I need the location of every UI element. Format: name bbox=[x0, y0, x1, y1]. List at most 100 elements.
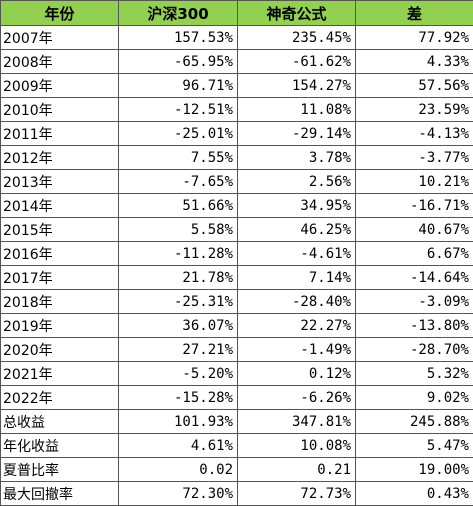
table-row: 2010年-12.51%11.08%23.59% bbox=[1, 98, 473, 122]
value-cell: 27.21% bbox=[119, 338, 238, 362]
row-label: 2019年 bbox=[1, 314, 119, 338]
value-cell: -12.51% bbox=[119, 98, 238, 122]
table-row: 2018年-25.31%-28.40%-3.09% bbox=[1, 290, 473, 314]
value-cell: 5.58% bbox=[119, 218, 238, 242]
row-label: 2009年 bbox=[1, 74, 119, 98]
row-label: 2011年 bbox=[1, 122, 119, 146]
value-cell: -28.70% bbox=[356, 338, 473, 362]
value-cell: -28.40% bbox=[238, 290, 356, 314]
value-cell: -4.61% bbox=[238, 242, 356, 266]
value-cell: -5.20% bbox=[119, 362, 238, 386]
row-label: 2012年 bbox=[1, 146, 119, 170]
table-row: 2011年-25.01%-29.14%-4.13% bbox=[1, 122, 473, 146]
row-label: 总收益 bbox=[1, 410, 119, 434]
header-cell: 沪深300 bbox=[119, 1, 238, 26]
value-cell: 6.67% bbox=[356, 242, 473, 266]
value-cell: -13.80% bbox=[356, 314, 473, 338]
header-cell: 年份 bbox=[1, 1, 119, 26]
value-cell: 72.73% bbox=[238, 482, 356, 506]
value-cell: -61.62% bbox=[238, 50, 356, 74]
value-cell: -14.64% bbox=[356, 266, 473, 290]
value-cell: 0.21 bbox=[238, 458, 356, 482]
row-label: 2008年 bbox=[1, 50, 119, 74]
value-cell: -7.65% bbox=[119, 170, 238, 194]
value-cell: 4.33% bbox=[356, 50, 473, 74]
value-cell: 23.59% bbox=[356, 98, 473, 122]
value-cell: 51.66% bbox=[119, 194, 238, 218]
value-cell: 347.81% bbox=[238, 410, 356, 434]
row-label: 2015年 bbox=[1, 218, 119, 242]
table-row: 2016年-11.28%-4.61%6.67% bbox=[1, 242, 473, 266]
value-cell: 36.07% bbox=[119, 314, 238, 338]
row-label: 2016年 bbox=[1, 242, 119, 266]
row-label: 2014年 bbox=[1, 194, 119, 218]
row-label: 2013年 bbox=[1, 170, 119, 194]
value-cell: 2.56% bbox=[238, 170, 356, 194]
value-cell: -3.09% bbox=[356, 290, 473, 314]
value-cell: -16.71% bbox=[356, 194, 473, 218]
value-cell: 9.02% bbox=[356, 386, 473, 410]
value-cell: 46.25% bbox=[238, 218, 356, 242]
value-cell: -4.13% bbox=[356, 122, 473, 146]
value-cell: -65.95% bbox=[119, 50, 238, 74]
value-cell: 19.00% bbox=[356, 458, 473, 482]
value-cell: -25.31% bbox=[119, 290, 238, 314]
row-label: 2018年 bbox=[1, 290, 119, 314]
value-cell: 5.47% bbox=[356, 434, 473, 458]
value-cell: 22.27% bbox=[238, 314, 356, 338]
value-cell: -6.26% bbox=[238, 386, 356, 410]
value-cell: 57.56% bbox=[356, 74, 473, 98]
value-cell: -29.14% bbox=[238, 122, 356, 146]
value-cell: 10.21% bbox=[356, 170, 473, 194]
value-cell: 4.61% bbox=[119, 434, 238, 458]
value-cell: 157.53% bbox=[119, 26, 238, 50]
value-cell: -15.28% bbox=[119, 386, 238, 410]
value-cell: 34.95% bbox=[238, 194, 356, 218]
value-cell: 10.08% bbox=[238, 434, 356, 458]
table-row: 2008年-65.95%-61.62%4.33% bbox=[1, 50, 473, 74]
value-cell: 11.08% bbox=[238, 98, 356, 122]
header-cell: 神奇公式 bbox=[238, 1, 356, 26]
table-row: 2022年-15.28%-6.26%9.02% bbox=[1, 386, 473, 410]
value-cell: 245.88% bbox=[356, 410, 473, 434]
table-row: 2021年-5.20%0.12%5.32% bbox=[1, 362, 473, 386]
row-label: 2021年 bbox=[1, 362, 119, 386]
value-cell: 21.78% bbox=[119, 266, 238, 290]
value-cell: 0.02 bbox=[119, 458, 238, 482]
row-label: 2017年 bbox=[1, 266, 119, 290]
row-label: 2007年 bbox=[1, 26, 119, 50]
row-label: 2010年 bbox=[1, 98, 119, 122]
row-label: 年化收益 bbox=[1, 434, 119, 458]
table-row: 2013年-7.65%2.56%10.21% bbox=[1, 170, 473, 194]
value-cell: 96.71% bbox=[119, 74, 238, 98]
row-label: 最大回撤率 bbox=[1, 482, 119, 506]
value-cell: 5.32% bbox=[356, 362, 473, 386]
value-cell: 235.45% bbox=[238, 26, 356, 50]
value-cell: 0.43% bbox=[356, 482, 473, 506]
value-cell: -1.49% bbox=[238, 338, 356, 362]
value-cell: -3.77% bbox=[356, 146, 473, 170]
value-cell: 77.92% bbox=[356, 26, 473, 50]
row-label: 2020年 bbox=[1, 338, 119, 362]
value-cell: 40.67% bbox=[356, 218, 473, 242]
value-cell: -25.01% bbox=[119, 122, 238, 146]
value-cell: 7.55% bbox=[119, 146, 238, 170]
value-cell: 72.30% bbox=[119, 482, 238, 506]
